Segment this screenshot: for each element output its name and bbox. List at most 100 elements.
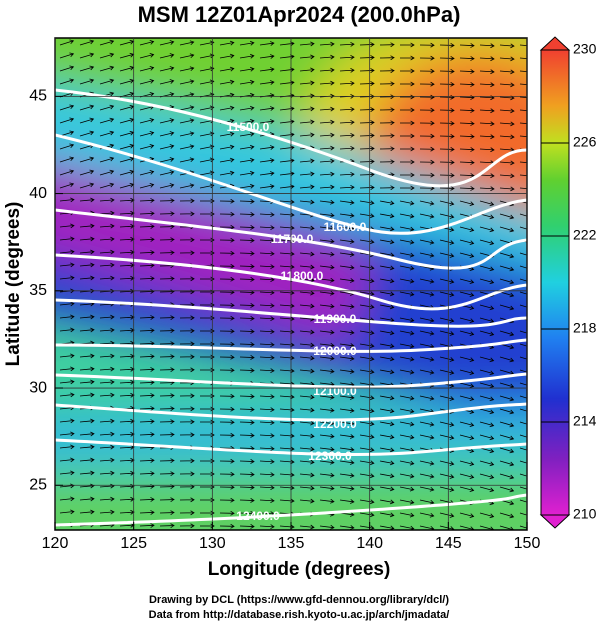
wind-arrow bbox=[299, 106, 315, 112]
wind-arrow bbox=[339, 278, 355, 283]
wind-arrow bbox=[339, 132, 355, 138]
wind-arrow bbox=[499, 486, 515, 493]
wind-arrow bbox=[299, 199, 315, 205]
wind-arrow bbox=[259, 472, 275, 478]
wind-arrow bbox=[239, 105, 255, 111]
wind-arrow bbox=[99, 483, 115, 489]
wind-arrow bbox=[239, 131, 255, 137]
wind-arrow bbox=[379, 486, 395, 492]
wind-arrow bbox=[379, 447, 395, 453]
wind-arrow bbox=[359, 512, 375, 518]
wind-arrow bbox=[339, 213, 355, 218]
wind-arrow bbox=[59, 197, 75, 203]
wind-arrow bbox=[499, 460, 515, 467]
wind-arrow bbox=[59, 39, 75, 46]
wind-arrow bbox=[179, 211, 195, 217]
wind-arrow bbox=[459, 369, 475, 375]
wind-arrow bbox=[459, 434, 475, 440]
wind-arrow bbox=[319, 368, 335, 374]
wind-arrow bbox=[399, 55, 415, 61]
wind-arrow bbox=[199, 354, 215, 360]
wind-arrow bbox=[379, 120, 395, 126]
wind-arrow bbox=[399, 460, 415, 466]
wind-arrow bbox=[439, 486, 455, 492]
wind-arrow bbox=[159, 144, 175, 150]
wind-arrow bbox=[259, 290, 275, 296]
wind-arrow bbox=[159, 289, 175, 295]
wind-arrow bbox=[79, 223, 95, 229]
wind-arrow bbox=[459, 317, 475, 323]
wind-arrow bbox=[239, 342, 255, 347]
wind-arrow bbox=[459, 69, 475, 74]
wind-arrow bbox=[319, 67, 335, 73]
wind-arrow bbox=[279, 225, 295, 231]
wind-arrow bbox=[399, 265, 415, 271]
colorbar bbox=[540, 49, 570, 516]
wind-arrow bbox=[179, 341, 195, 347]
wind-arrow bbox=[479, 265, 495, 272]
wind-arrow bbox=[319, 433, 335, 439]
wind-arrow bbox=[279, 212, 295, 218]
wind-arrow bbox=[399, 330, 415, 336]
wind-arrow bbox=[259, 41, 275, 46]
wind-arrow bbox=[139, 263, 155, 268]
wind-arrow bbox=[399, 146, 415, 152]
wind-arrow bbox=[219, 328, 235, 334]
wind-arrow bbox=[139, 471, 155, 476]
wind-arrow bbox=[339, 408, 355, 413]
wind-arrow bbox=[79, 496, 95, 502]
wind-arrow bbox=[199, 341, 215, 347]
wind-arrow bbox=[179, 315, 195, 321]
wind-arrow bbox=[179, 53, 195, 59]
wind-arrow bbox=[279, 303, 295, 309]
wind-arrow bbox=[499, 213, 515, 220]
wind-arrow bbox=[159, 53, 175, 59]
credit-line: Drawing by DCL (https://www.gfd-dennou.o… bbox=[149, 594, 449, 606]
wind-arrow bbox=[239, 66, 255, 72]
wind-arrow bbox=[279, 119, 295, 125]
wind-arrow bbox=[359, 159, 375, 164]
wind-arrow bbox=[279, 132, 295, 138]
wind-arrow bbox=[499, 43, 515, 49]
wind-arrow bbox=[439, 200, 455, 206]
wind-arrow bbox=[59, 379, 75, 385]
colorbar-tick-label: 210 bbox=[573, 506, 597, 522]
wind-arrow bbox=[319, 459, 335, 465]
wind-arrow bbox=[299, 368, 315, 374]
wind-arrow bbox=[459, 173, 475, 178]
wind-arrow bbox=[439, 42, 455, 48]
wind-arrow bbox=[439, 159, 455, 165]
wind-arrow bbox=[279, 171, 295, 177]
wind-arrow bbox=[419, 200, 435, 206]
wind-arrow bbox=[139, 289, 155, 294]
wind-arrow bbox=[99, 327, 115, 333]
wind-arrow bbox=[299, 277, 315, 283]
wind-arrow bbox=[479, 56, 495, 62]
wind-arrow bbox=[379, 213, 395, 219]
wind-arrow bbox=[419, 330, 435, 336]
wind-arrow bbox=[339, 252, 355, 257]
wind-arrow bbox=[299, 251, 315, 257]
wind-arrow bbox=[479, 512, 495, 519]
wind-arrow bbox=[359, 55, 375, 60]
contour-label: 12300.0 bbox=[308, 449, 352, 463]
wind-arrow bbox=[339, 80, 355, 86]
wind-arrow bbox=[59, 301, 75, 307]
wind-arrow bbox=[359, 395, 375, 401]
wind-arrow bbox=[199, 393, 215, 399]
wind-arrow bbox=[279, 368, 295, 374]
wind-arrow bbox=[179, 510, 195, 516]
wind-arrow bbox=[479, 147, 495, 153]
wind-arrow bbox=[379, 421, 395, 427]
wind-arrow bbox=[319, 106, 335, 112]
wind-arrow bbox=[479, 434, 495, 441]
wind-arrow bbox=[99, 197, 115, 203]
wind-arrow bbox=[259, 54, 275, 59]
wind-arrow bbox=[159, 523, 175, 529]
wind-arrow bbox=[219, 250, 235, 256]
wind-arrow bbox=[139, 224, 155, 229]
wind-arrow bbox=[59, 275, 75, 281]
wind-arrow bbox=[359, 473, 375, 479]
wind-arrow bbox=[419, 239, 435, 245]
wind-arrow bbox=[359, 239, 375, 245]
